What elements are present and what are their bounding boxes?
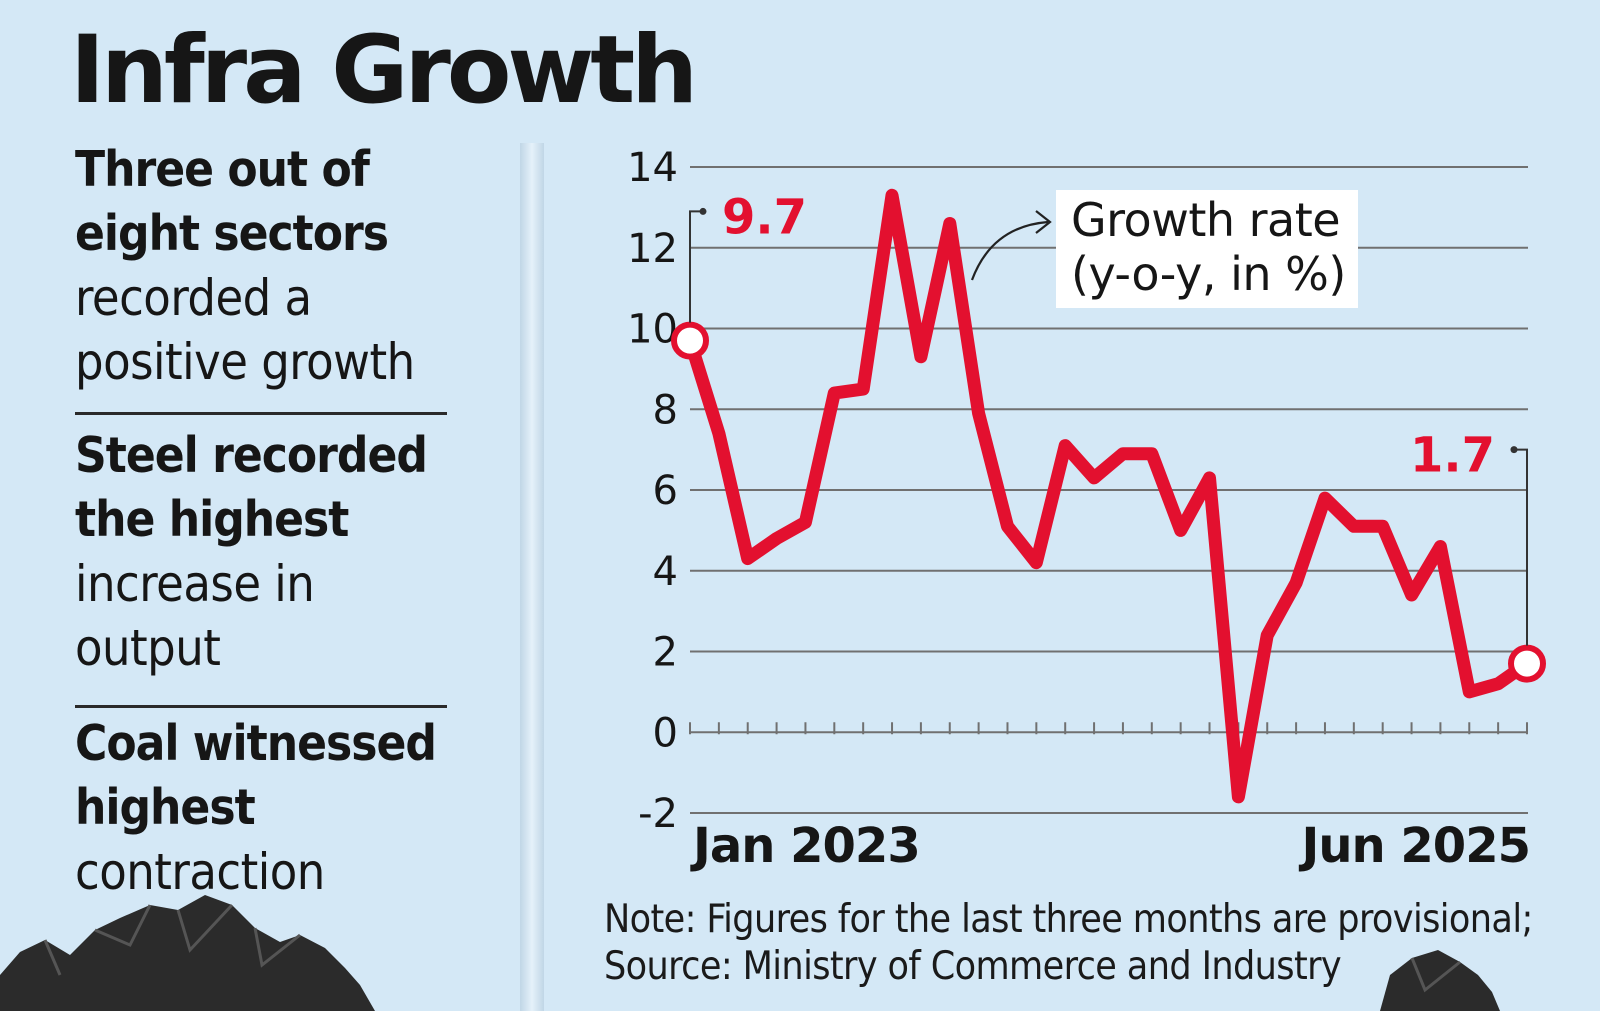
point-bold-line: Steel recorded [75,427,428,484]
leader-dot [699,207,707,215]
page-title: Infra Growth [70,16,698,125]
summary-point-steel: Steel recorded the highest increase in o… [75,424,455,680]
point-bold-line: Coal witnessed [75,715,437,772]
leader-dot [1510,446,1518,454]
point-bold-line: highest [75,779,256,836]
summary-point-coal: Coal witnessed highest contraction [75,712,455,904]
y-tick-label: 2 [653,630,678,676]
point-light-line: output [75,619,221,677]
chart-annotations: 9.7 1.7 Growth rate(y-o-y, in %) [689,189,1528,646]
note-line: Note: Figures for the last three months … [604,897,1533,942]
legend-text: Growth rate [1071,193,1340,247]
point-bold-line: the highest [75,491,349,548]
y-tick-label: 8 [653,387,678,433]
point-bold-line: eight sectors [75,205,389,262]
x-tick-label-end: Jun 2025 [1298,818,1530,874]
point-light-line: positive growth [75,333,415,391]
x-tick-label-start: Jan 2023 [690,818,920,874]
legend-pointer-arrow [970,220,1049,281]
first-value-leader [689,210,702,323]
first-point-marker [671,321,709,360]
column-divider [520,143,544,1011]
point-light-line: recorded a [75,269,312,327]
point-light-line: increase in [75,555,315,613]
summary-point-growth: Three out of eight sectors recorded a po… [75,138,455,394]
legend-text: (y-o-y, in %) [1071,247,1346,301]
growth-rate-series-line [683,188,1534,804]
last-value-label: 1.7 [1410,428,1495,484]
y-tick-label: 4 [653,549,678,595]
chart-grid: 14 12 10 8 6 4 2 0 -2 Jan 2023 Jun 2025 [627,145,1531,874]
arrow-head-icon [1035,210,1052,234]
y-tick-label: -2 [638,791,678,837]
point-bold-line: Three out of [75,141,370,198]
coal-pile-right-icon [1380,950,1500,1011]
y-tick-label: 10 [627,307,678,353]
y-tick-label: 14 [627,145,678,191]
chart-series [671,188,1546,804]
last-point-marker [1508,644,1546,683]
legend-box [1056,190,1358,308]
section-divider [75,412,447,415]
last-value-leader [1515,448,1528,646]
y-tick-label: 6 [653,468,678,514]
coal-pile-left-icon [0,895,375,1011]
source-line: Source: Ministry of Commerce and Industr… [604,944,1342,989]
y-tick-label: 0 [653,710,678,756]
point-light-line: contraction [75,843,325,901]
y-tick-label: 12 [627,226,678,272]
first-value-label: 9.7 [722,189,807,245]
section-divider [75,705,447,708]
chart-note: Note: Figures for the last three months … [604,896,1594,990]
